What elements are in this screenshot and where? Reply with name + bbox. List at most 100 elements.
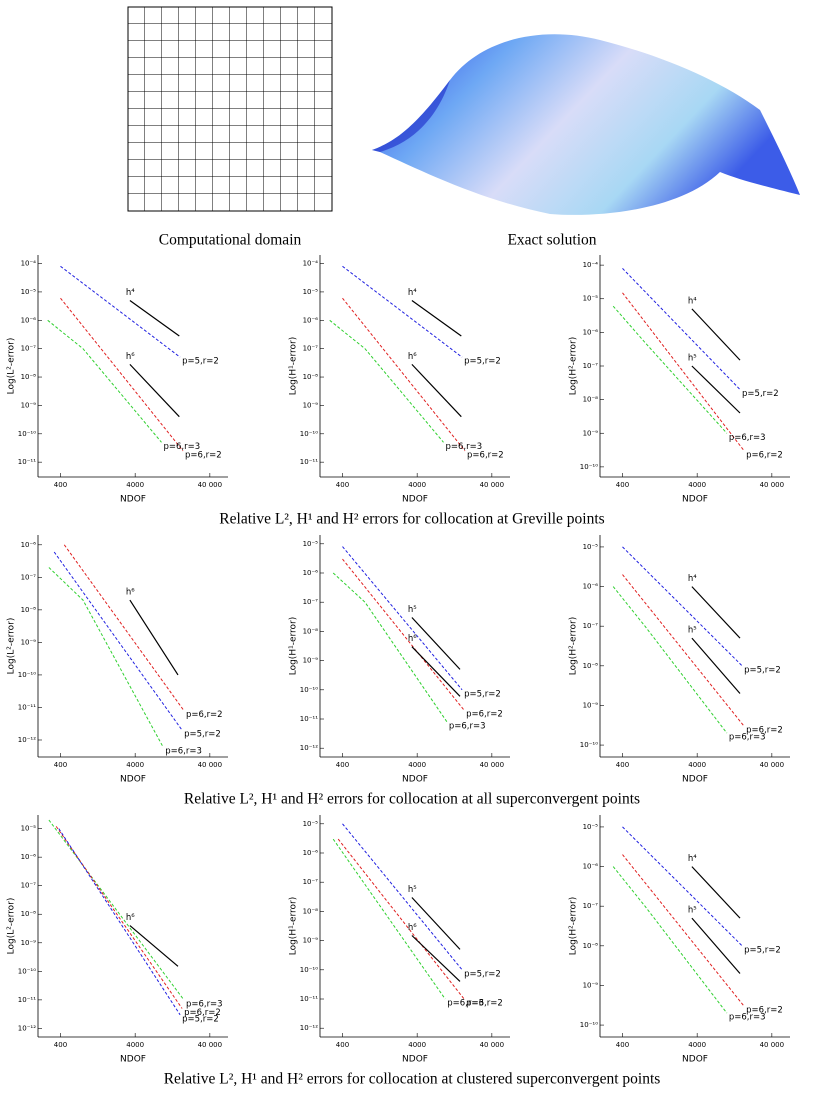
series-line (58, 828, 181, 1016)
series-line (55, 826, 183, 1009)
series-label: h⁶ (126, 913, 135, 923)
x-tick-label: 40 000 (480, 481, 505, 489)
y-tick-label: 10⁻⁶ (303, 849, 319, 857)
y-tick-label: 10⁻¹⁰ (580, 741, 598, 749)
y-tick-label: 10⁻¹¹ (18, 458, 36, 466)
series-line (63, 544, 185, 711)
x-axis-label: NDOF (120, 495, 146, 505)
x-tick-label: 4000 (126, 1041, 144, 1049)
series-line (691, 637, 741, 694)
series-label: p=6,r=3 (729, 733, 766, 743)
series-line (622, 854, 745, 1007)
y-tick-label: 10⁻⁵ (583, 543, 599, 551)
series-label: h⁵ (688, 906, 697, 916)
y-tick-label: 10⁻⁵ (21, 825, 37, 833)
series-label: h⁴ (126, 288, 135, 298)
y-tick-label: 10⁻⁴ (21, 260, 37, 268)
x-axis-label: NDOF (402, 495, 428, 505)
series-line (53, 551, 183, 731)
series-line (691, 866, 741, 919)
y-tick-label: 10⁻⁶ (583, 328, 599, 336)
y-axis-label: Log(H¹-error) (289, 897, 299, 956)
x-axis-label: NDOF (120, 775, 146, 785)
series-label: h⁴ (688, 854, 697, 864)
series-line (342, 558, 465, 711)
series-line (411, 300, 462, 337)
y-tick-label: 10⁻¹⁰ (580, 1021, 598, 1029)
mesh (127, 6, 333, 212)
x-tick-label: 4000 (408, 1041, 426, 1049)
x-tick-label: 400 (336, 481, 349, 489)
series-line (342, 546, 463, 691)
series-line (48, 567, 164, 748)
y-tick-label: 10⁻⁶ (583, 583, 599, 591)
series-line (411, 617, 461, 670)
y-tick-label: 10⁻⁷ (21, 345, 37, 353)
x-tick-label: 4000 (126, 481, 144, 489)
series-line (129, 599, 179, 676)
y-tick-label: 10⁻⁸ (21, 910, 37, 918)
y-tick-label: 10⁻¹⁰ (300, 966, 318, 974)
series-label: h⁵ (408, 605, 417, 615)
series-line (329, 319, 444, 443)
series-line (691, 365, 741, 414)
series-label: h⁵ (408, 885, 417, 895)
series-label: h⁶ (126, 352, 135, 362)
series-label: h⁶ (408, 352, 417, 362)
y-tick-label: 10⁻¹⁰ (580, 463, 598, 471)
x-tick-label: 4000 (688, 481, 706, 489)
series-line (129, 363, 180, 418)
caption: Computational domain (159, 232, 302, 249)
x-tick-label: 400 (54, 1041, 67, 1049)
x-tick-label: 4000 (688, 761, 706, 769)
series-line (129, 300, 180, 337)
series-line (622, 574, 745, 727)
series-line (411, 363, 462, 418)
y-axis-label: Log(H¹-error) (289, 337, 299, 396)
series-label: p=6,r=2 (185, 450, 222, 460)
x-axis-label: NDOF (682, 1055, 708, 1065)
y-axis-label: Log(L²-error) (7, 618, 17, 675)
series-label: p=5,r=2 (464, 357, 501, 367)
series-line (612, 866, 728, 1014)
y-tick-label: 10⁻¹² (300, 1024, 318, 1032)
x-tick-label: 400 (336, 761, 349, 769)
y-tick-label: 10⁻¹² (300, 744, 318, 752)
x-tick-label: 400 (616, 1041, 629, 1049)
y-tick-label: 10⁻⁸ (583, 662, 599, 670)
row-caption: Relative L², H¹ and H² errors for colloc… (164, 1071, 661, 1088)
series-label: p=6,r=2 (466, 999, 503, 1009)
series-label: p=5,r=2 (744, 665, 781, 675)
series-line (411, 897, 461, 950)
series-line (612, 586, 728, 734)
x-tick-label: 40 000 (198, 1041, 223, 1049)
series-line (342, 297, 466, 452)
x-tick-label: 400 (616, 761, 629, 769)
x-tick-label: 40 000 (480, 1041, 505, 1049)
y-tick-label: 10⁻⁸ (303, 373, 319, 381)
series-label: p=6,r=3 (445, 442, 482, 452)
y-tick-label: 10⁻⁹ (583, 429, 599, 437)
y-tick-label: 10⁻⁶ (583, 863, 599, 871)
x-tick-label: 400 (336, 1041, 349, 1049)
x-tick-label: 400 (616, 481, 629, 489)
series-line (342, 265, 463, 358)
series-label: p=6,r=2 (746, 450, 783, 460)
y-tick-label: 10⁻⁹ (303, 657, 319, 665)
x-axis-label: NDOF (682, 775, 708, 785)
y-tick-label: 10⁻⁹ (583, 701, 599, 709)
y-tick-label: 10⁻⁴ (583, 261, 599, 269)
series-line (60, 265, 181, 358)
y-tick-label: 10⁻⁹ (21, 401, 37, 409)
series-label: p=5,r=2 (744, 945, 781, 955)
y-tick-label: 10⁻⁵ (583, 295, 599, 303)
y-tick-label: 10⁻⁸ (21, 373, 37, 381)
y-tick-label: 10⁻¹¹ (300, 995, 318, 1003)
y-axis-label: Log(H¹-error) (289, 617, 299, 676)
x-tick-label: 400 (54, 761, 67, 769)
series-label: p=6,r=3 (163, 442, 200, 452)
surface (372, 34, 800, 215)
series-label: p=5,r=2 (184, 730, 221, 740)
series-label: h⁴ (408, 288, 417, 298)
